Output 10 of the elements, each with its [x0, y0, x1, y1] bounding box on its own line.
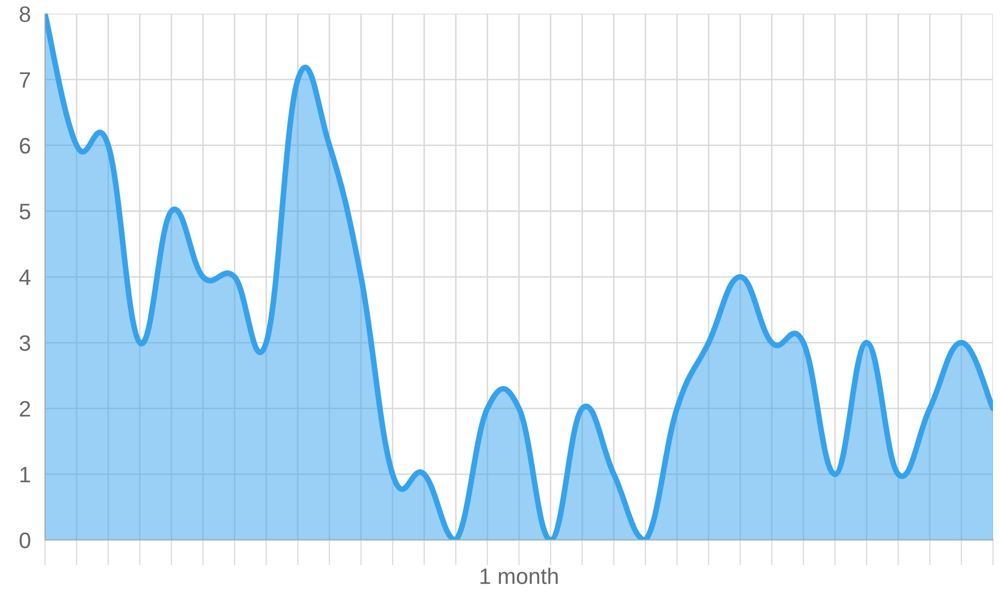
y-tick-label: 5	[20, 204, 30, 220]
y-tick-label: 8	[20, 6, 30, 22]
y-tick-label: 6	[20, 138, 30, 154]
y-tick-label: 2	[20, 400, 30, 416]
y-tick-label: 4	[19, 270, 30, 285]
y-tick-label: 1	[20, 466, 30, 482]
y-tick-label: 3	[20, 335, 30, 351]
y-tick-label: 0	[20, 532, 30, 548]
y-tick-label: 7	[20, 72, 30, 88]
x-tick-label: 1 month	[480, 568, 558, 584]
